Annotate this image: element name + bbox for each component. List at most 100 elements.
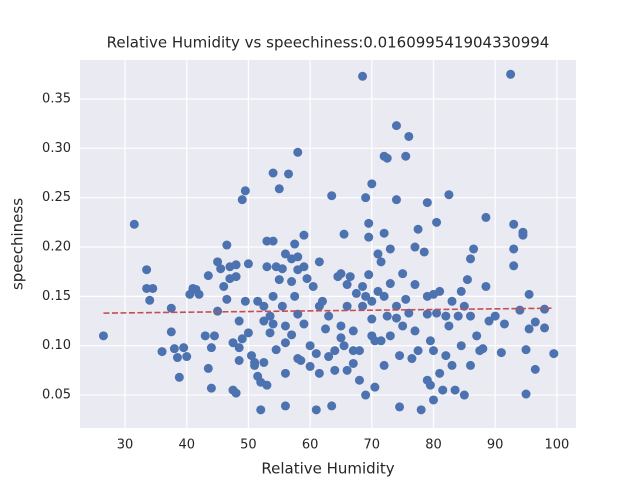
scatter-point	[376, 336, 386, 346]
marks	[98, 69, 559, 415]
scatter-point	[358, 71, 368, 81]
y-tick-label: 0.15	[42, 289, 71, 304]
scatter-point	[364, 232, 374, 242]
scatter-point	[364, 270, 374, 280]
scatter-point	[354, 375, 364, 385]
scatter-point	[398, 269, 408, 279]
scatter-point	[200, 331, 210, 341]
scatter-point	[98, 331, 108, 341]
scatter-point	[203, 363, 213, 373]
scatter-point	[419, 247, 429, 257]
scatter-point	[256, 405, 266, 415]
scatter-point	[382, 153, 392, 163]
scatter-point	[203, 271, 213, 281]
scatter-point	[367, 314, 377, 324]
scatter-point	[367, 179, 377, 189]
plot-background	[80, 60, 576, 428]
scatter-point	[401, 294, 411, 304]
scatter-point	[268, 291, 278, 301]
scatter-point	[234, 355, 244, 365]
scatter-point	[299, 230, 309, 240]
scatter-point	[299, 262, 309, 272]
scatter-point	[379, 291, 389, 301]
scatter-point	[361, 193, 371, 203]
scatter-point	[142, 283, 152, 293]
x-tick-label: 70	[364, 438, 381, 453]
scatter-point	[484, 316, 494, 326]
scatter-point	[354, 346, 364, 356]
scatter-point	[466, 254, 476, 264]
scatter-point	[540, 304, 550, 314]
scatter-point	[416, 405, 426, 415]
scatter-point	[336, 321, 346, 331]
scatter-point	[336, 333, 346, 343]
scatter-point	[376, 257, 386, 267]
scatter-point	[293, 147, 303, 157]
scatter-point	[521, 345, 531, 355]
scatter-point	[444, 190, 454, 200]
scatter-point	[358, 281, 368, 291]
scatter-point	[250, 360, 260, 370]
scatter-point	[401, 151, 411, 161]
x-tick-label: 100	[544, 438, 569, 453]
scatter-point	[515, 305, 525, 315]
scatter-point	[444, 321, 454, 331]
scatter-point	[324, 352, 334, 362]
scatter-point	[327, 401, 337, 411]
scatter-point	[157, 347, 167, 357]
scatter-point	[530, 317, 540, 327]
y-tick-label: 0.30	[42, 141, 71, 156]
scatter-point	[466, 311, 476, 321]
scatter-point	[385, 279, 395, 289]
scatter-point	[404, 308, 414, 318]
y-tick-label: 0.20	[42, 240, 71, 255]
scatter-point	[277, 264, 287, 274]
scatter-point	[166, 303, 176, 313]
scatter-point	[342, 365, 352, 375]
scatter-point	[290, 291, 300, 301]
scatter-point	[277, 301, 287, 311]
scatter-point	[234, 316, 244, 326]
x-tick-label: 40	[178, 438, 195, 453]
scatter-point	[247, 351, 257, 361]
scatter-point	[240, 296, 250, 306]
scatter-point	[305, 361, 315, 371]
y-tick-label: 0.25	[42, 190, 71, 205]
scatter-point	[314, 368, 324, 378]
scatter-point	[287, 277, 297, 287]
scatter-point	[280, 249, 290, 259]
scatter-point	[290, 239, 300, 249]
scatter-point	[169, 344, 179, 354]
scatter-point	[259, 301, 269, 311]
scatter-point	[174, 372, 184, 382]
scatter-point	[425, 380, 435, 390]
scatter-point	[268, 168, 278, 178]
scatter-point	[422, 309, 432, 319]
scatter-point	[472, 331, 482, 341]
scatter-point	[469, 244, 479, 254]
scatter-point	[410, 280, 420, 290]
scatter-point	[311, 349, 321, 359]
scatter-point	[172, 353, 182, 363]
scatter-point	[435, 286, 445, 296]
scatter-point	[342, 280, 352, 290]
y-tick-label: 0.10	[42, 338, 71, 353]
scatter-point	[222, 240, 232, 250]
scatter-point	[481, 212, 491, 222]
scatter-point	[509, 261, 519, 271]
scatter-point	[268, 236, 278, 246]
scatter-point	[330, 346, 340, 356]
scatter-point	[342, 301, 352, 311]
scatter-point	[506, 69, 516, 79]
scatter-point	[179, 343, 189, 353]
scatter-point	[308, 281, 318, 291]
x-tick-label: 50	[240, 438, 257, 453]
scatter-point	[228, 338, 238, 348]
scatter-point	[231, 388, 241, 398]
scatter-point	[398, 321, 408, 331]
scatter-point	[441, 311, 451, 321]
scatter-point	[280, 401, 290, 411]
x-tick-label: 80	[425, 438, 442, 453]
scatter-point	[509, 219, 519, 229]
scatter-point	[148, 283, 158, 293]
